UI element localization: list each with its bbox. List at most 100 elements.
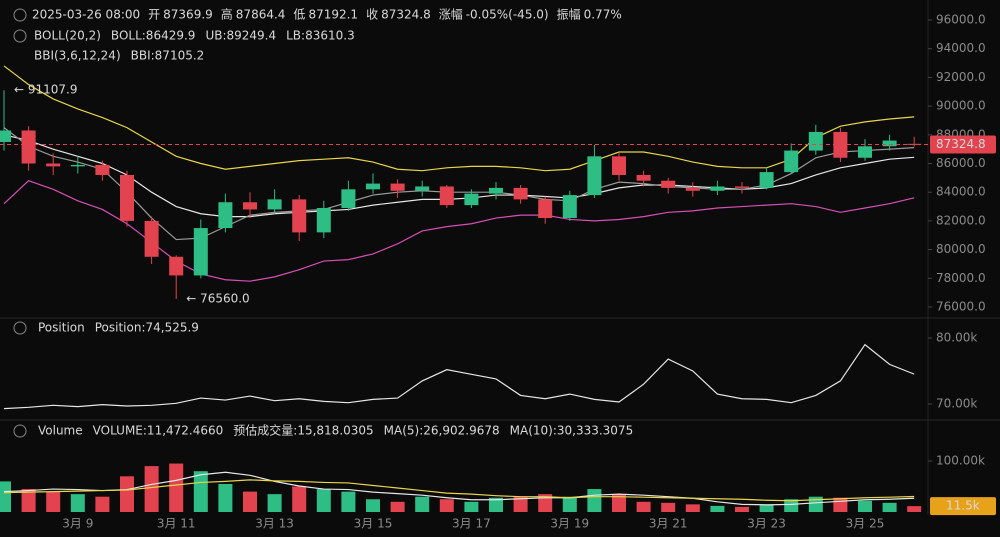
candle-body [784, 150, 799, 173]
legend-text: BBI(3,6,12,24) [34, 49, 121, 63]
volume-bar [858, 500, 872, 512]
y-tick-label: 92000.0 [936, 70, 986, 84]
legend-text: LB:83610.3 [286, 29, 355, 43]
collapse-icon[interactable] [13, 29, 27, 43]
y-tick-label: 84000.0 [936, 185, 986, 199]
header-value: 87864.4 [236, 8, 286, 22]
legend-text: BBI:87105.2 [131, 49, 205, 63]
y-tick-label: 100.00k [936, 454, 985, 468]
legend-text: VOLUME:11,472.4660 [93, 424, 224, 438]
annotation: ← 91107.9 [14, 83, 78, 97]
y-tick-label: 80000.0 [936, 242, 986, 256]
header-label: 低 [293, 8, 305, 22]
x-tick-label: 3月 17 [452, 517, 491, 531]
volume-bar [415, 496, 430, 512]
volume-bar [390, 501, 405, 512]
legend-text: BOLL:86429.9 [111, 29, 196, 43]
candle-body [562, 195, 577, 219]
volume-bar [710, 505, 725, 512]
candle-body [218, 202, 233, 229]
volume-bar [735, 506, 749, 512]
volume-bar [661, 502, 676, 512]
volume-bar [808, 496, 823, 512]
candle-body [95, 164, 110, 175]
candle-body [366, 183, 380, 190]
candle-body [907, 143, 922, 145]
volume-bar [513, 496, 528, 512]
y-tick-label: 76000.0 [936, 300, 986, 314]
x-tick-label: 3月 25 [846, 517, 885, 531]
volume-bar [120, 476, 134, 512]
y-tick-label: 90000.0 [936, 99, 986, 113]
volume-bar [366, 499, 380, 512]
collapse-icon[interactable] [13, 8, 27, 22]
candle-body [267, 199, 282, 210]
y-tick-label: 96000.0 [936, 13, 986, 27]
x-tick-label: 3月 23 [747, 517, 786, 531]
candle-body [46, 163, 61, 167]
volume-bar [267, 494, 282, 512]
volume-bar [144, 466, 159, 512]
header-label: 收 [366, 8, 378, 22]
volume-tag-text: 11.5k [946, 499, 980, 513]
header-label: 振幅 [557, 7, 581, 22]
header-value: 87324.8 [381, 8, 431, 22]
collapse-icon[interactable] [13, 424, 27, 438]
y-tick-label: 78000.0 [936, 271, 986, 285]
candle-body [808, 131, 823, 151]
candle-body [292, 199, 307, 233]
volume-bar [243, 491, 257, 512]
legend-text: Position [38, 321, 85, 335]
volume-bar [0, 481, 11, 512]
header-time: 2025-03-26 08:00 [32, 8, 140, 22]
candle-body [21, 130, 36, 164]
candle-body [538, 199, 553, 219]
volume-bar [341, 491, 356, 512]
volume-ma-line [3, 471, 915, 506]
header-value: 87369.9 [163, 8, 213, 22]
candle-body [70, 164, 85, 167]
legend-text: UB:89249.4 [205, 29, 276, 43]
volume-bar [538, 494, 553, 512]
volume-bar [218, 483, 233, 512]
volume-bar [46, 491, 61, 512]
x-tick-label: 3月 19 [550, 517, 589, 531]
candle-body [858, 146, 872, 158]
header-value: 0.77% [584, 8, 622, 22]
price-tag [930, 135, 996, 154]
candle-body [882, 140, 897, 147]
volume-bar [636, 501, 651, 512]
candle-body [735, 186, 749, 188]
y-tick-label: 86000.0 [936, 156, 986, 170]
volume-bar [882, 502, 897, 512]
candle-body [144, 220, 159, 257]
candle-body [710, 186, 725, 191]
volume-bar [70, 494, 85, 512]
volume-bar [612, 494, 626, 512]
header-value: 87192.1 [308, 8, 358, 22]
volume-tag [930, 497, 996, 516]
candle-body [415, 186, 430, 191]
candle-body [243, 202, 257, 210]
candle-body [439, 186, 454, 206]
candle-body [636, 174, 651, 181]
volume-bar [562, 496, 577, 512]
candle-body [661, 180, 676, 188]
header-label: 涨幅 [439, 7, 463, 22]
candle-body [341, 189, 356, 208]
x-tick-label: 3月 21 [649, 517, 688, 531]
volume-bar [292, 486, 307, 512]
candle-body [612, 156, 626, 175]
volume-bar [685, 504, 700, 512]
candle-body [169, 256, 184, 276]
collapse-icon[interactable] [13, 321, 27, 335]
band-line [3, 134, 915, 218]
candle-body [0, 130, 11, 142]
legend-text: MA(5):26,902.9678 [384, 424, 500, 438]
x-tick-label: 3月 15 [354, 517, 393, 531]
legend-text: BOLL(20,2) [34, 29, 101, 43]
volume-bar [464, 501, 479, 512]
header-label: 开 [148, 8, 160, 22]
